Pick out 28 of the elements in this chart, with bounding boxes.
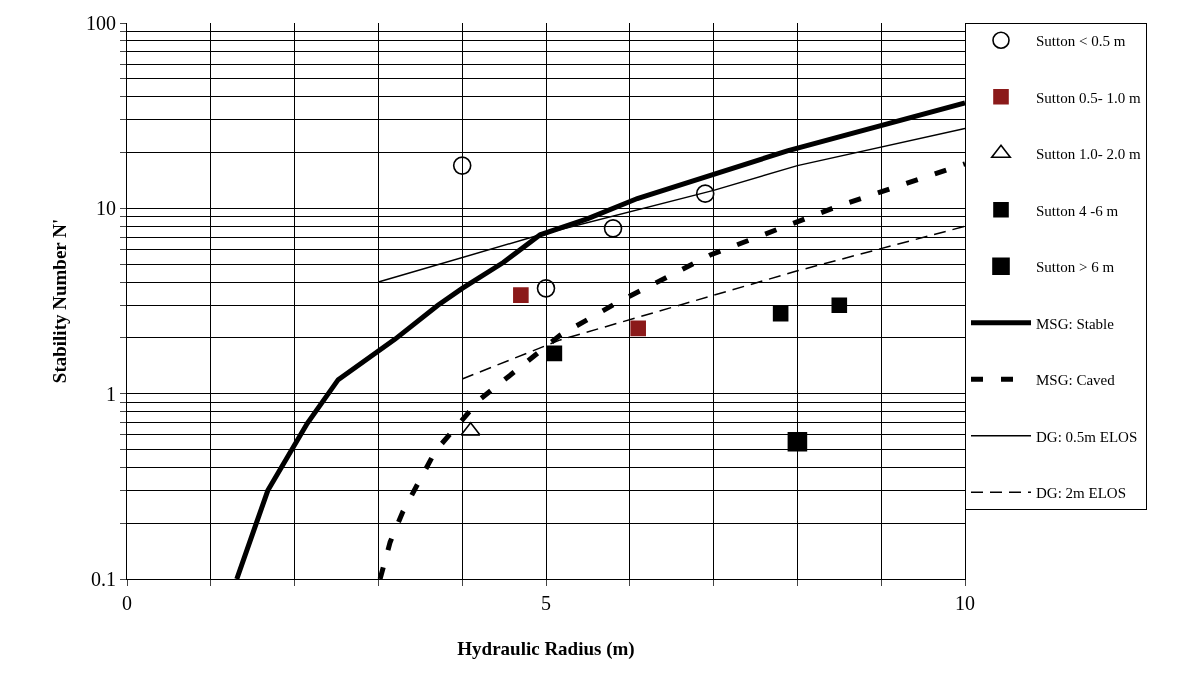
legend-label: DG: 0.5m ELOS: [1036, 428, 1138, 445]
point: [513, 287, 529, 303]
legend-label: Sutton 1.0- 2.0 m: [1036, 146, 1141, 163]
point: [546, 345, 563, 362]
y-tick-label: 100: [86, 12, 116, 34]
x-tick-label: 0: [122, 592, 132, 614]
y-tick-label: 0.1: [91, 568, 116, 590]
point: [772, 305, 789, 322]
y-axis-title: Stability Number N': [48, 218, 70, 384]
y-tick-label: 1: [106, 382, 116, 405]
x-tick-label: 5: [541, 592, 551, 614]
x-axis-title: Hydraulic Radius (m): [457, 637, 635, 660]
point: [603, 219, 623, 238]
legend-label: MSG: Caved: [1036, 372, 1116, 389]
x-tick-label: 10: [955, 592, 975, 614]
legend-label: Sutton < 0.5 m: [1036, 33, 1126, 50]
legend-label: Sutton 4 -6 m: [1036, 202, 1119, 219]
point: [536, 279, 556, 298]
legend-label: Sutton > 6 m: [1036, 259, 1115, 276]
point: [630, 320, 646, 337]
legend-label: Sutton 0.5- 1.0 m: [1036, 89, 1141, 106]
legend-label: MSG: Stable: [1036, 315, 1115, 332]
point: [831, 297, 848, 314]
point: [787, 431, 808, 452]
point: [695, 184, 715, 203]
legend-label: DG: 2m ELOS: [1036, 485, 1126, 502]
y-tick-label: 10: [96, 197, 116, 220]
point: [452, 156, 472, 175]
